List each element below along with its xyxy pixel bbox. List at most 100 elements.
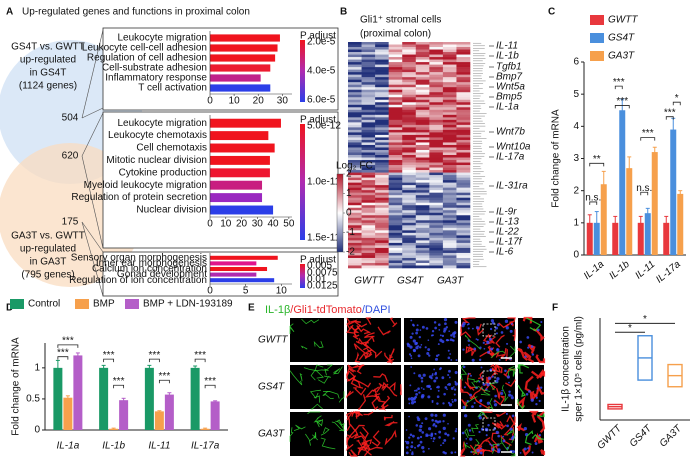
- nucleus: [463, 386, 466, 389]
- heatmap-cell: [348, 202, 362, 206]
- heatmap-cell: [348, 230, 362, 234]
- stain: [495, 387, 501, 400]
- stain: [377, 326, 391, 336]
- nucleus: [501, 389, 503, 392]
- heatmap-cell: [348, 57, 362, 60]
- heatmap-cell: [402, 87, 417, 91]
- stain: [517, 384, 526, 398]
- heatmap-cell: [442, 147, 457, 151]
- heatmap-cell: [375, 44, 389, 48]
- heatmap-cell: [456, 89, 471, 93]
- heatmap-cell: [375, 99, 389, 103]
- nucleus: [482, 382, 486, 386]
- stain: [364, 348, 373, 360]
- heatmap-cell: [429, 167, 444, 171]
- heatmap-cell: [375, 242, 389, 246]
- sig-label: n.s.: [636, 183, 652, 194]
- heatmap-cell: [348, 157, 362, 161]
- stain: [508, 366, 516, 377]
- heatmap-cell: [388, 192, 403, 196]
- heatmap-cell: [442, 144, 457, 148]
- heatmap-cell: [375, 112, 389, 116]
- heatmap-cell: [375, 49, 389, 53]
- heatmap-cell: [429, 252, 444, 256]
- heatmap-cell: [361, 67, 376, 70]
- nucleus: [421, 431, 425, 434]
- heatmap-cell: [415, 77, 430, 80]
- stain: [486, 398, 494, 410]
- heatmap-cell: [456, 210, 471, 214]
- sig-label: ***: [62, 336, 74, 347]
- stain: [309, 389, 322, 399]
- set-label: (795 genes): [21, 270, 74, 281]
- nucleus: [487, 350, 490, 354]
- nucleus: [410, 366, 413, 368]
- nucleus: [437, 343, 440, 346]
- nucleus: [531, 353, 535, 356]
- nucleus: [448, 403, 453, 407]
- heatmap-cell: [402, 84, 417, 88]
- zoom-box: [482, 370, 496, 384]
- nucleus: [409, 433, 413, 437]
- set-label: up-regulated: [20, 244, 76, 255]
- heatmap-cell: [375, 207, 389, 211]
- nucleus: [428, 434, 430, 437]
- set-label: in GA3T: [30, 257, 67, 268]
- heatmap-cell: [388, 227, 403, 231]
- heatmap-cell: [415, 212, 430, 216]
- sig-label: *: [675, 93, 679, 104]
- heatmap-cell: [456, 250, 471, 254]
- stain: [312, 432, 319, 441]
- heatmap-cell: [456, 157, 471, 161]
- heatmap-cell: [402, 192, 417, 196]
- stain: [289, 370, 303, 386]
- heatmap-cell: [388, 207, 403, 211]
- heatmap-cell: [415, 182, 430, 186]
- heatmap-cell: [388, 165, 403, 168]
- heatmap-cell: [388, 187, 403, 191]
- sig-label: ***: [57, 347, 69, 358]
- x-tick-label: 50: [283, 219, 295, 230]
- nucleus: [472, 327, 474, 330]
- stain: [495, 334, 505, 348]
- heatmap-cell: [456, 139, 471, 143]
- nucleus: [411, 451, 414, 454]
- sig-label: ***: [159, 371, 171, 382]
- stain: [490, 350, 506, 359]
- nucleus: [483, 347, 486, 350]
- heatmap-cell: [361, 104, 376, 108]
- heatmap-cell: [348, 104, 362, 108]
- nucleus: [444, 322, 447, 326]
- heatmap-cell: [388, 77, 403, 80]
- nucleus: [427, 395, 431, 399]
- stain: [371, 395, 381, 411]
- bar: [663, 222, 670, 255]
- heatmap-cell: [388, 112, 403, 116]
- stain: [527, 344, 536, 354]
- stain: [317, 375, 331, 384]
- stain: [373, 373, 389, 383]
- heatmap-cell: [456, 230, 471, 234]
- heatmap-cell: [375, 152, 389, 156]
- bar: [210, 278, 275, 283]
- heatmap-cell: [442, 212, 457, 216]
- heatmap-cell: [348, 149, 362, 153]
- heatmap-cell: [402, 132, 417, 136]
- heatmap-cell: [402, 155, 417, 158]
- heatmap-cell: [402, 59, 417, 63]
- bar: [637, 222, 644, 255]
- heatmap-cell: [442, 170, 457, 173]
- heatmap-cell: [402, 122, 417, 126]
- stain: [332, 366, 343, 375]
- nucleus: [494, 394, 498, 398]
- nucleus: [430, 376, 433, 380]
- sig-bracket: [665, 116, 674, 120]
- heatmap-cell: [415, 109, 430, 113]
- stain: [366, 443, 383, 451]
- heatmap-cell: [361, 215, 376, 219]
- stain: [313, 395, 321, 403]
- bar: [600, 184, 607, 255]
- heatmap-cell: [429, 185, 444, 188]
- nucleus: [450, 359, 453, 361]
- stain: [353, 387, 367, 396]
